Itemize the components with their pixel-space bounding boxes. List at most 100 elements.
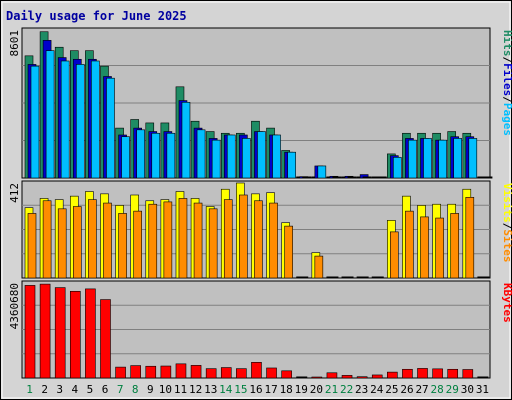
- bar-top-pages-day-31: [483, 176, 493, 179]
- bar-bottom-kbytes-day-15: [236, 368, 247, 379]
- x-tick-day-23: 23: [355, 383, 368, 396]
- x-tick-day-30: 30: [461, 383, 474, 396]
- bar-middle-sites-day-12: [193, 202, 203, 279]
- bar-bottom-kbytes-day-1: [24, 285, 36, 379]
- x-tick-day-21: 21: [325, 383, 338, 396]
- bar-middle-sites-day-26: [405, 210, 414, 279]
- bar-bottom-kbytes-day-16: [251, 362, 262, 379]
- bar-middle-sites-day-18: [284, 225, 293, 279]
- bar-top-pages-day-25: [393, 157, 402, 179]
- bar-bottom-kbytes-day-24: [371, 374, 383, 379]
- bar-middle-sites-day-13: [208, 208, 218, 279]
- bar-bottom-kbytes-day-21: [326, 372, 338, 379]
- bar-bottom-kbytes-day-10: [160, 365, 172, 379]
- bar-top-pages-day-13: [211, 139, 221, 179]
- panel-top-max-label: 8601: [8, 30, 21, 57]
- bar-top-pages-day-4: [75, 64, 85, 179]
- bar-top-pages-day-21: [332, 176, 342, 179]
- bar-bottom-kbytes-day-9: [145, 365, 157, 379]
- bar-top-pages-day-19: [302, 176, 312, 179]
- bar-top-pages-day-20: [317, 165, 327, 179]
- bar-middle-sites-day-11: [178, 198, 188, 279]
- bar-top-pages-day-27: [423, 138, 432, 179]
- panel-bottom: 4360680 KBytes: [8, 280, 512, 379]
- bar-bottom-kbytes-day-19: [296, 376, 308, 379]
- x-tick-day-2: 2: [41, 383, 48, 396]
- x-tick-day-27: 27: [415, 383, 428, 396]
- bar-middle-sites-day-7: [118, 213, 127, 279]
- bar-top-pages-day-22: [347, 176, 357, 179]
- bar-middle-sites-day-14: [223, 199, 233, 279]
- x-tick-day-6: 6: [102, 383, 109, 396]
- bar-top-pages-day-2: [45, 50, 55, 179]
- bar-middle-sites-day-1: [27, 213, 37, 279]
- x-tick-day-1: 1: [26, 383, 33, 396]
- x-tick-day-10: 10: [159, 383, 172, 396]
- bar-top-pages-day-26: [408, 139, 417, 179]
- bar-bottom-kbytes-day-26: [402, 368, 413, 379]
- bar-middle-sites-day-27: [420, 216, 429, 279]
- legend-files: Files: [501, 63, 512, 96]
- bar-bottom-kbytes-day-6: [100, 299, 111, 379]
- panel-middle: 412 Visits/Sites: [8, 180, 512, 279]
- x-tick-day-18: 18: [280, 383, 293, 396]
- bar-top-pages-day-12: [196, 129, 206, 179]
- bar-bottom-kbytes-day-31: [477, 376, 489, 379]
- bar-middle-sites-day-6: [103, 202, 112, 279]
- x-tick-day-22: 22: [340, 383, 353, 396]
- panel-bottom-max-label: 4360680: [8, 283, 21, 329]
- bar-bottom-kbytes-day-14: [220, 367, 232, 379]
- bar-top-pages-day-7: [121, 136, 130, 179]
- bar-bottom-kbytes-day-17: [266, 367, 277, 379]
- bar-top-pages-day-3: [60, 60, 70, 179]
- bar-bottom-kbytes-day-3: [54, 287, 66, 379]
- bar-top-pages-day-17: [272, 134, 281, 179]
- x-tick-day-24: 24: [370, 383, 384, 396]
- bar-middle-sites-day-22: [344, 276, 354, 279]
- bar-bottom-kbytes-day-29: [447, 368, 459, 379]
- bar-middle-sites-day-17: [269, 202, 278, 279]
- x-tick-day-11: 11: [174, 383, 187, 396]
- bar-top-pages-day-9: [151, 132, 161, 179]
- legend-pages: Pages: [501, 103, 512, 136]
- x-tick-day-14: 14: [219, 383, 233, 396]
- bar-middle-sites-day-2: [42, 200, 52, 279]
- bar-top-pages-day-6: [106, 77, 115, 179]
- bar-top-pages-day-5: [91, 60, 100, 179]
- bar-middle-sites-day-29: [450, 213, 460, 279]
- bar-bottom-kbytes-day-13: [205, 368, 217, 379]
- bar-bottom-kbytes-day-28: [432, 368, 443, 379]
- bar-middle-sites-day-16: [254, 200, 263, 279]
- legend-hits: Hits: [501, 30, 512, 57]
- legend-separator: /: [501, 96, 512, 103]
- bar-top-pages-day-28: [438, 139, 447, 179]
- bar-bottom-kbytes-day-18: [281, 370, 292, 379]
- bar-top-pages-day-29: [453, 138, 463, 179]
- panel-middle-max-label: 412: [8, 183, 21, 203]
- bar-top-pages-day-15: [242, 138, 251, 179]
- x-tick-day-15: 15: [234, 383, 247, 396]
- legend-separator: /: [501, 57, 512, 64]
- x-tick-day-8: 8: [132, 383, 139, 396]
- bar-middle-sites-day-9: [148, 203, 158, 279]
- x-tick-day-31: 31: [476, 383, 489, 396]
- bar-top-pages-day-18: [287, 151, 296, 179]
- bar-bottom-kbytes-day-20: [311, 376, 323, 379]
- x-tick-day-12: 12: [189, 383, 202, 396]
- bar-middle-sites-day-4: [72, 206, 82, 279]
- bar-bottom-kbytes-day-12: [190, 365, 202, 379]
- bar-middle-sites-day-15: [239, 194, 248, 279]
- x-tick-day-17: 17: [264, 383, 277, 396]
- bar-bottom-kbytes-day-25: [387, 371, 398, 379]
- panel-bottom-legend: KBytes: [501, 283, 512, 323]
- x-tick-day-13: 13: [204, 383, 217, 396]
- bar-middle-sites-day-28: [435, 217, 444, 279]
- bar-bottom-kbytes-day-2: [39, 283, 51, 379]
- bar-top-pages-day-24: [377, 176, 387, 179]
- bar-top-pages-day-23: [362, 176, 372, 179]
- bar-bottom-kbytes-day-7: [115, 366, 126, 379]
- bar-top-pages-day-16: [257, 131, 266, 179]
- bar-middle-sites-day-19: [299, 276, 309, 279]
- legend-visits: Visits: [501, 183, 512, 223]
- x-tick-day-9: 9: [147, 383, 154, 396]
